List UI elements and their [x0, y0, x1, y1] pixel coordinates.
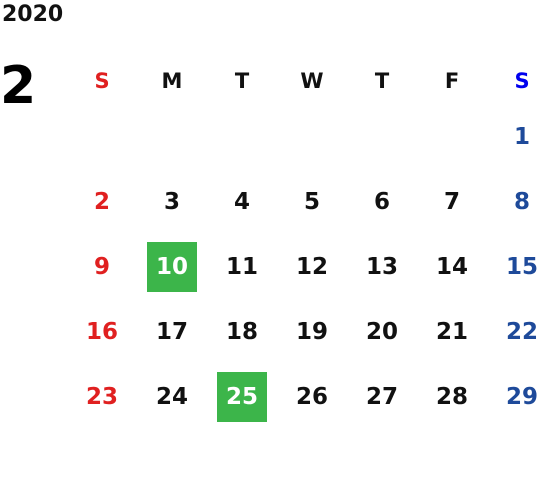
- week-row: 23 24 25 26 27 28 29: [67, 364, 548, 429]
- weekday-sunday: S: [94, 69, 110, 93]
- calendar-grid: S M T W T F S 1 2 3 4 5 6 7 8 9 10 11 12 13 14 15 16 17 1…: [67, 58, 548, 429]
- weekday-friday: F: [444, 69, 460, 93]
- day-cell[interactable]: 12: [295, 253, 328, 280]
- weeks-container: 1 2 3 4 5 6 7 8 9 10 11 12 13 14 15 16 17 18 19 20 21 22 23 24 2…: [67, 104, 548, 429]
- day-cell[interactable]: 19: [295, 318, 328, 345]
- day-cell[interactable]: 11: [225, 253, 258, 280]
- day-cell[interactable]: 2: [93, 188, 110, 215]
- empty-day-cell: [277, 112, 347, 162]
- day-cell[interactable]: 1: [513, 123, 530, 150]
- day-cell[interactable]: 6: [373, 188, 390, 215]
- day-cell[interactable]: 20: [365, 318, 398, 345]
- empty-day-cell: [67, 112, 137, 162]
- day-cell[interactable]: 14: [435, 253, 468, 280]
- day-cell[interactable]: 3: [163, 188, 180, 215]
- day-cell[interactable]: 7: [443, 188, 460, 215]
- day-cell[interactable]: 28: [435, 383, 468, 410]
- day-cell[interactable]: 18: [225, 318, 258, 345]
- week-row: 16 17 18 19 20 21 22: [67, 299, 548, 364]
- weekday-thursday: T: [374, 69, 390, 93]
- year-label: 2020: [2, 2, 64, 27]
- day-cell[interactable]: 21: [435, 318, 468, 345]
- day-cell[interactable]: 15: [505, 253, 538, 280]
- day-cell[interactable]: 26: [295, 383, 328, 410]
- day-cell[interactable]: 29: [505, 383, 538, 410]
- weekday-wednesday: W: [300, 69, 324, 93]
- week-row: 2 3 4 5 6 7 8: [67, 169, 548, 234]
- day-cell[interactable]: 13: [365, 253, 398, 280]
- day-cell[interactable]: 10: [147, 241, 197, 292]
- empty-day-cell: [347, 112, 417, 162]
- weekday-monday: M: [161, 69, 183, 93]
- day-cell[interactable]: 4: [233, 188, 250, 215]
- weekday-tuesday: T: [234, 69, 250, 93]
- day-cell[interactable]: 23: [85, 383, 118, 410]
- weekday-header-row: S M T W T F S: [67, 58, 548, 104]
- weekday-saturday: S: [514, 69, 530, 93]
- day-cell[interactable]: 5: [303, 188, 320, 215]
- day-cell[interactable]: 17: [155, 318, 188, 345]
- week-row: 1: [67, 104, 548, 169]
- empty-day-cell: [207, 112, 277, 162]
- day-cell[interactable]: 25: [217, 371, 267, 422]
- day-cell[interactable]: 8: [513, 188, 530, 215]
- empty-day-cell: [417, 112, 487, 162]
- day-cell[interactable]: 9: [93, 253, 110, 280]
- day-cell[interactable]: 27: [365, 383, 398, 410]
- month-number: 2: [0, 56, 37, 116]
- week-row: 9 10 11 12 13 14 15: [67, 234, 548, 299]
- day-cell[interactable]: 24: [155, 383, 188, 410]
- day-cell[interactable]: 22: [505, 318, 538, 345]
- empty-day-cell: [137, 112, 207, 162]
- day-cell[interactable]: 16: [85, 318, 118, 345]
